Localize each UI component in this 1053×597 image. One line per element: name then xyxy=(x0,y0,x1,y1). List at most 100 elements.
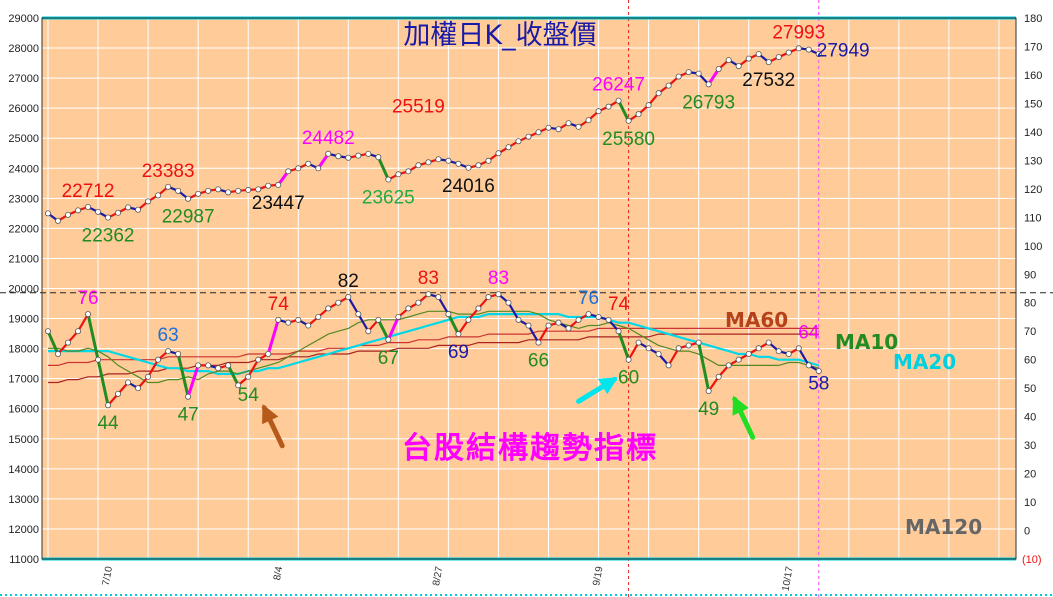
right-tick-label: 120 xyxy=(1024,184,1042,196)
indicator-segment xyxy=(386,315,400,342)
price-point xyxy=(805,46,812,53)
indicator-point xyxy=(145,373,152,380)
indicator-point xyxy=(175,350,182,357)
price-data-label: 25519 xyxy=(392,97,445,118)
indicator-point xyxy=(605,316,612,323)
indicator-data-label: 74 xyxy=(608,294,630,315)
price-point xyxy=(675,73,682,80)
ma60-line xyxy=(48,327,819,366)
price-point xyxy=(205,187,212,194)
indicator-data-label: 54 xyxy=(238,385,260,406)
ma-label-ma60: MA60 xyxy=(725,308,788,332)
indicator-point xyxy=(135,385,142,392)
indicator-point xyxy=(625,356,632,363)
price-point xyxy=(425,159,432,166)
price-data-label: 26793 xyxy=(682,92,735,113)
indicator-data-label: 58 xyxy=(808,373,829,394)
indicator-point xyxy=(615,328,622,335)
price-point xyxy=(755,51,762,58)
moving-average-lines xyxy=(48,310,820,384)
indicator-segment xyxy=(76,313,90,333)
price-data-label: 27532 xyxy=(742,70,795,91)
indicator-point xyxy=(375,316,382,323)
price-point xyxy=(715,66,722,73)
price-data-label: 27993 xyxy=(772,22,825,43)
arrow-head xyxy=(262,404,279,425)
right-tick-label: 0 xyxy=(1024,526,1030,538)
price-data-label: 22987 xyxy=(162,207,215,228)
left-tick-label: 29000 xyxy=(8,13,39,25)
left-tick-label: 24000 xyxy=(8,163,39,175)
price-data-label: 22362 xyxy=(82,226,135,247)
indicator-point xyxy=(65,339,72,346)
indicator-point xyxy=(295,316,302,323)
price-data-label: 23447 xyxy=(252,193,305,214)
indicator-point xyxy=(105,402,112,409)
right-tick-label: 90 xyxy=(1024,269,1036,281)
indicator-point xyxy=(335,299,342,306)
indicator-point xyxy=(385,336,392,343)
indicator-point xyxy=(525,322,532,329)
price-point xyxy=(555,126,562,133)
indicator-point xyxy=(495,291,502,298)
indicator-point xyxy=(695,339,702,346)
price-point xyxy=(575,123,582,130)
indicator-segment xyxy=(797,347,810,367)
indicator-segment xyxy=(96,358,110,407)
indicator-point xyxy=(225,362,232,369)
indicator-point xyxy=(505,299,512,306)
price-segment xyxy=(617,99,631,123)
price-point xyxy=(245,186,252,193)
price-point xyxy=(105,214,112,221)
price-point xyxy=(515,138,522,145)
indicator-series xyxy=(45,291,822,409)
indicator-segment xyxy=(176,352,190,399)
left-tick-label: 18000 xyxy=(8,344,39,356)
price-series xyxy=(45,45,822,224)
indicator-data-label: 82 xyxy=(338,271,359,292)
price-point xyxy=(815,51,822,58)
price-point xyxy=(585,117,592,124)
indicator-data-label: 66 xyxy=(528,351,549,372)
price-point xyxy=(705,81,712,88)
price-point xyxy=(225,189,232,196)
indicator-point xyxy=(325,305,332,312)
left-tick-label: 22000 xyxy=(8,223,39,235)
price-point xyxy=(75,207,82,214)
indicator-point xyxy=(45,328,52,335)
indicator-point xyxy=(455,331,462,338)
price-point xyxy=(265,182,272,189)
price-point xyxy=(275,181,282,188)
price-point xyxy=(725,57,732,64)
indicator-point xyxy=(705,388,712,395)
axis-ticks: 11000 12000 13000 14000 15000 16000 17000 18000… xyxy=(8,13,1042,592)
price-point xyxy=(165,183,172,190)
ma-label-ma20: MA20 xyxy=(893,350,956,374)
price-point xyxy=(375,154,382,161)
price-point xyxy=(65,211,72,218)
indicator-point xyxy=(595,313,602,320)
left-tick-label: 15000 xyxy=(8,434,39,446)
indicator-point xyxy=(785,350,792,357)
right-tick-label: 20 xyxy=(1024,469,1036,481)
indicator-data-label: 60 xyxy=(618,368,639,389)
indicator-point xyxy=(125,379,132,386)
indicator-point xyxy=(665,362,672,369)
indicator-point xyxy=(165,348,172,355)
price-point xyxy=(665,82,672,89)
indicator-point xyxy=(575,316,582,323)
indicator-point xyxy=(155,356,162,363)
ma-label-ma10: MA10 xyxy=(835,330,898,354)
price-point xyxy=(615,97,622,104)
indicator-point xyxy=(435,294,442,301)
price-point xyxy=(685,69,692,76)
price-point xyxy=(735,63,742,70)
price-point xyxy=(235,187,242,194)
price-point xyxy=(175,187,182,194)
x-tick-label: 7/10 xyxy=(101,565,115,587)
indicator-point xyxy=(445,311,452,318)
price-point xyxy=(475,162,482,169)
price-point xyxy=(465,164,472,171)
indicator-point xyxy=(765,339,772,346)
indicator-segment xyxy=(376,318,390,342)
